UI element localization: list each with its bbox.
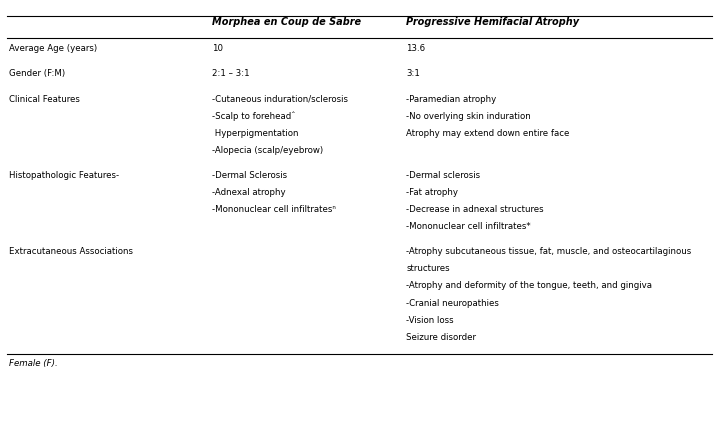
Text: -Vision loss: -Vision loss xyxy=(406,316,454,325)
Text: Average Age (years): Average Age (years) xyxy=(9,44,97,53)
Text: -Fat atrophy: -Fat atrophy xyxy=(406,188,458,197)
Text: -Dermal Sclerosis: -Dermal Sclerosis xyxy=(212,171,287,180)
Text: -Decrease in adnexal structures: -Decrease in adnexal structures xyxy=(406,205,544,214)
Text: Gender (F:M): Gender (F:M) xyxy=(9,69,65,79)
Text: 13.6: 13.6 xyxy=(406,44,426,53)
Text: Clinical Features: Clinical Features xyxy=(9,95,80,103)
Text: Progressive Hemifacial Atrophy: Progressive Hemifacial Atrophy xyxy=(406,17,580,27)
Text: -Atrophy subcutaneous tissue, fat, muscle, and osteocartilaginous: -Atrophy subcutaneous tissue, fat, muscl… xyxy=(406,247,692,256)
Text: -Cutaneous induration/sclerosis: -Cutaneous induration/sclerosis xyxy=(212,95,348,103)
Text: -Alopecia (scalp/eyebrow): -Alopecia (scalp/eyebrow) xyxy=(212,146,324,155)
Text: -Paramedian atrophy: -Paramedian atrophy xyxy=(406,95,497,103)
Text: -No overlying skin induration: -No overlying skin induration xyxy=(406,112,531,121)
Text: -Scalp to foreheadˆ: -Scalp to foreheadˆ xyxy=(212,112,296,121)
Text: -Adnexal atrophy: -Adnexal atrophy xyxy=(212,188,285,197)
Text: -Mononuclear cell infiltrates*: -Mononuclear cell infiltrates* xyxy=(406,222,531,231)
Text: -Dermal sclerosis: -Dermal sclerosis xyxy=(406,171,480,180)
Text: Female (F).: Female (F). xyxy=(9,359,58,368)
Text: Atrophy may extend down entire face: Atrophy may extend down entire face xyxy=(406,129,569,138)
Text: Seizure disorder: Seizure disorder xyxy=(406,333,476,342)
Text: -Mononuclear cell infiltratesⁿ: -Mononuclear cell infiltratesⁿ xyxy=(212,205,336,214)
Text: 10: 10 xyxy=(212,44,223,53)
Text: Hyperpigmentation: Hyperpigmentation xyxy=(212,129,298,138)
Text: Morphea en Coup de Sabre: Morphea en Coup de Sabre xyxy=(212,17,361,27)
Text: -Cranial neuropathies: -Cranial neuropathies xyxy=(406,298,499,308)
Text: -Atrophy and deformity of the tongue, teeth, and gingiva: -Atrophy and deformity of the tongue, te… xyxy=(406,281,652,290)
Text: 2:1 – 3:1: 2:1 – 3:1 xyxy=(212,69,249,79)
Text: structures: structures xyxy=(406,264,450,274)
Text: Histopathologic Features-: Histopathologic Features- xyxy=(9,171,119,180)
Text: 3:1: 3:1 xyxy=(406,69,420,79)
Text: Extracutaneous Associations: Extracutaneous Associations xyxy=(9,247,132,256)
